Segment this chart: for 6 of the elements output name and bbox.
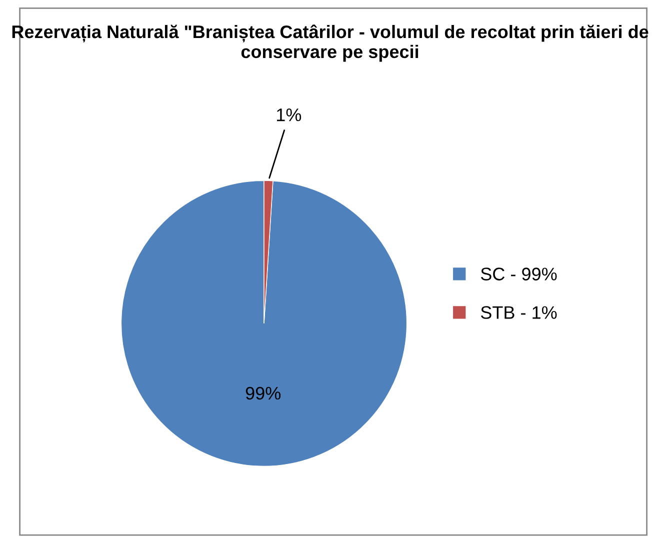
data-label: 99% (246, 386, 281, 400)
chart-title: Rezervația Naturală "Braniștea Catârilor - volumul de recoltat prin tăieri de conservare pe specii (12, 24, 648, 62)
pie-slice (120, 180, 408, 467)
legend-label: SC - 99% (480, 268, 557, 280)
legend-label: STB - 1% (480, 306, 557, 319)
data-label: 1% (277, 108, 302, 122)
